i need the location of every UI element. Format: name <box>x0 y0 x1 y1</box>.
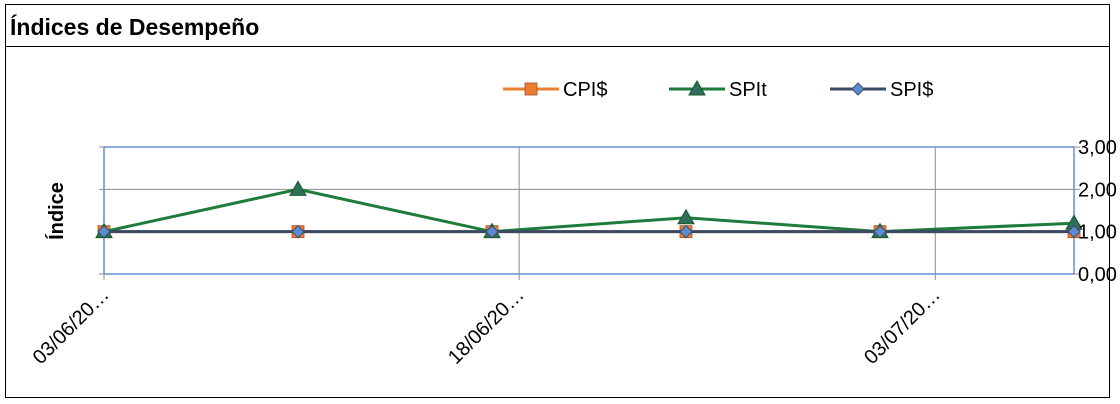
series-line <box>103 187 1075 234</box>
legend-label: CPI$ <box>563 79 607 101</box>
data-point <box>291 224 305 239</box>
legend-marker <box>851 82 865 96</box>
y-tick-label: 3,00 <box>1078 137 1117 159</box>
data-point <box>873 224 887 239</box>
legend-item: CPI$ <box>503 79 607 101</box>
data-point <box>97 224 111 239</box>
legend-marker <box>524 82 538 96</box>
chart-title: Índices de Desempeño <box>10 14 260 40</box>
x-tick-label: 03/07/20… <box>860 284 945 369</box>
chart-title-bar: Índices de Desempeño <box>6 5 1109 47</box>
data-point <box>677 208 695 225</box>
chart-frame: Índices de Desempeño <box>5 4 1110 398</box>
legend: CPI$ SPIt SPI$ <box>503 79 933 101</box>
x-tick-label: 03/06/20… <box>29 284 114 369</box>
legend-item: SPIt <box>669 79 767 101</box>
legend-label: SPIt <box>729 79 767 101</box>
y-tick-label: 1,00 <box>1078 222 1117 244</box>
plot-area-border <box>103 146 1075 275</box>
y-tick-label: 0,00 <box>1078 264 1117 286</box>
tick-labels: 0,00 1,00 2,00 3,00 03/06/20… 18/06/20… 03/07/… <box>29 137 1117 369</box>
legend-marker <box>688 79 706 96</box>
data-point <box>679 224 693 239</box>
data-point <box>485 224 499 239</box>
data-point <box>1067 224 1081 239</box>
x-tick-label: 18/06/20… <box>444 284 529 369</box>
y-tick-label: 2,00 <box>1078 179 1117 201</box>
legend-item: SPI$ <box>830 79 933 101</box>
y-axis-label: Índice <box>45 182 68 240</box>
axes <box>99 146 1080 280</box>
data-point <box>289 180 307 196</box>
series-group <box>95 180 1083 239</box>
legend-label: SPI$ <box>890 79 933 101</box>
grid-lines <box>103 146 1075 275</box>
series-spi-usd <box>97 224 1081 239</box>
